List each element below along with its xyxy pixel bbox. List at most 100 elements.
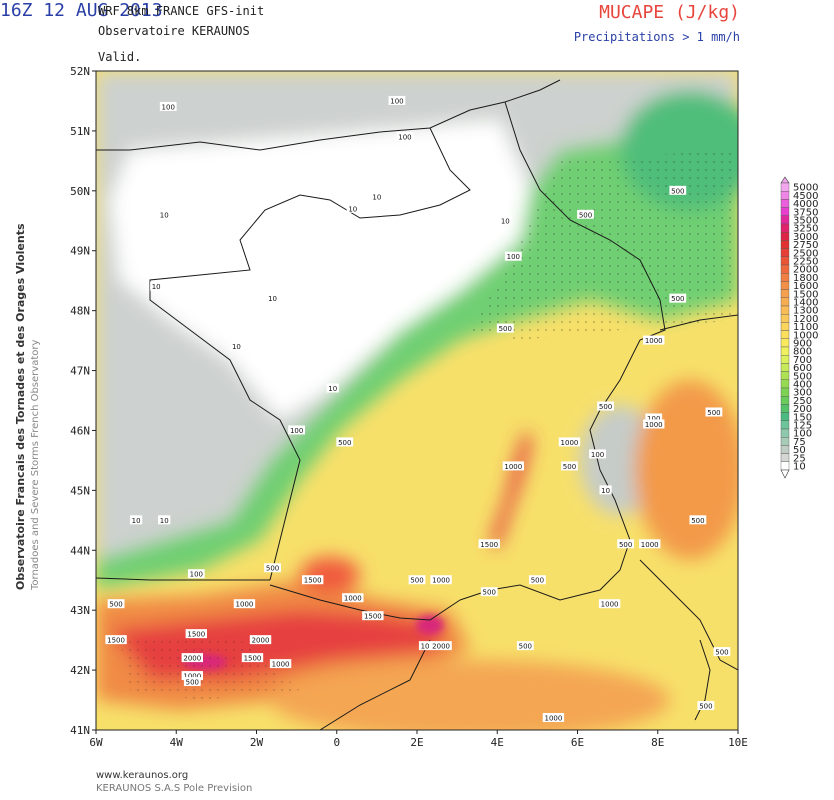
legend-label: 300 [793,388,812,399]
landes-peak [300,557,360,593]
contour-label: 500 [707,409,720,417]
contour-label-bg [269,659,292,669]
legend-swatch [780,428,790,438]
legend-swatch [780,396,790,405]
lat-tick-label: 52N [70,65,90,78]
legend-label: 3000 [793,232,818,243]
coastlines [96,79,738,730]
contour-label-bg [301,575,324,585]
contour-label: 1000 [545,715,563,723]
contour-label: 1000 [641,541,659,549]
contour-label: 1500 [480,541,498,549]
legend-top-arrow [780,176,790,184]
legend-label: 1400 [793,298,818,309]
lat-tick-label: 50N [70,185,90,198]
legend-swatch [780,330,790,340]
legend-swatch [780,314,790,323]
legend-label: 25 [793,453,806,464]
contour-label: 100 [507,253,520,261]
contour-label-bg [496,323,514,333]
contour-label-bg [181,671,203,681]
legend-label: 125 [793,421,812,432]
contour-label: 1000 [344,595,362,603]
contour-label-bg [233,599,256,609]
lon-tick-label: 6W [89,736,103,749]
lat-tick-label: 41N [70,724,90,737]
catalonia-coast [319,639,431,730]
legend-label: 500 [793,371,812,382]
magenta-peak-east [416,615,444,635]
legend-label: 2500 [793,248,818,259]
legend-swatch [780,289,790,299]
swiss-border [659,314,738,331]
contour-label: 500 [266,565,279,573]
lon-tick-label: 10E [728,736,748,749]
se-orange-area [635,380,738,560]
model-title: WRF 8km FRANCE GFS-init [98,4,265,18]
color-legend: 5000450040003750350032503000275025002250… [780,176,818,479]
legend-label: 3500 [793,216,818,227]
minimal-cape-zone [110,120,530,420]
contour-label: 500 [483,589,496,597]
contour-label-bg [430,641,452,651]
contour-label: 500 [579,211,592,219]
contour-label-bg [577,209,594,219]
legend-label: 2250 [793,257,818,268]
legend-swatch [780,371,790,381]
contour-label-bg [689,515,707,525]
legend-swatch [780,322,790,331]
latitude-axis: 52N 51N 50N 49N 48N 47N 46N 45N 44N 43N 42N 41N [70,65,96,737]
contour-label: 100 [290,427,303,435]
precip-note: Precipitations > 1 mm/h [573,30,740,44]
contour-label-bg [643,335,665,345]
contour-label-bg [502,461,524,471]
legend-label: 5000 [793,183,818,194]
valid-time: 16Z 12 AUG 2013 [0,0,163,21]
contour-label-bg [336,437,354,447]
contour-label: 1500 [244,655,262,663]
contour-label: 100 [162,103,175,111]
contour-label: 1000 [561,439,579,447]
contour-label-bg [241,653,264,663]
contour-label: 500 [186,679,199,687]
legend-label: 1800 [793,273,818,284]
contour-label-bg [183,677,201,687]
contour-label: 1500 [187,631,205,639]
legend-swatch [780,387,790,397]
contour-label: 2000 [432,643,450,651]
field-title: MUCAPE (J/kg) [599,2,740,23]
legend-label: 4500 [793,191,818,202]
contour-label: 100 [647,415,660,423]
contour-label: 500 [715,649,728,657]
contour-label-bg [643,419,665,429]
legend-swatch [780,281,790,290]
legend-label: 3250 [793,224,818,235]
england-coast [96,79,561,151]
lon-tick-label: 4E [491,736,504,749]
legend-swatch [780,404,790,413]
lat-tick-label: 48N [70,305,90,318]
contour-label-bg [589,449,606,459]
contour-label: 2000 [183,655,201,663]
contour-label-bg [504,251,522,261]
legend-label: 1600 [793,281,818,292]
contour-label-bg [561,461,578,471]
contour-label: 10 [348,205,357,213]
lat-tick-label: 46N [70,424,90,437]
contour-label-bg [346,203,359,213]
mediterranean-orange [270,660,670,730]
contour-label: 2000 [252,637,270,645]
legend-label: 600 [793,363,812,374]
legend-label: 800 [793,347,812,358]
contour-label-bg [187,569,205,579]
contour-label: 100 [190,571,203,579]
contour-label: 1000 [272,661,290,669]
central-streak [490,430,532,550]
legend-label: 1300 [793,306,818,317]
legend-label: 1500 [793,289,818,300]
contour-label: 1000 [236,601,254,609]
legend-swatch [780,240,790,249]
legend-swatch [780,273,790,282]
contour-label: 10 [328,385,337,393]
legend-swatch [780,190,790,200]
